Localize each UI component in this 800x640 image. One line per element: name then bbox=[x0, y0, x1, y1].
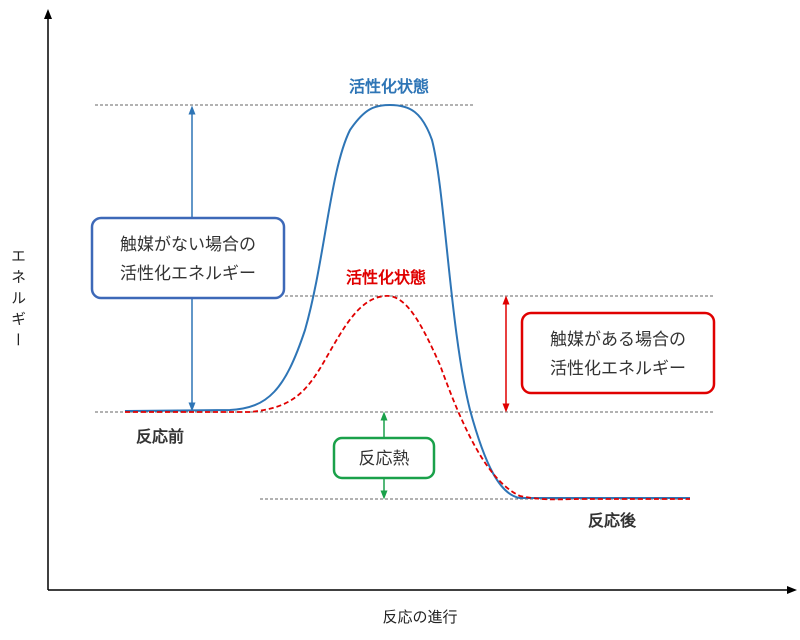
catalyzed-box-line2: 活性化エネルギー bbox=[550, 359, 686, 379]
uncatalyzed-energy-box bbox=[90, 216, 286, 300]
catalyzed-energy-box bbox=[520, 311, 716, 395]
catalyzed-box-line1: 触媒がある場合の bbox=[550, 330, 686, 350]
before-reaction-label: 反応前 bbox=[136, 427, 184, 446]
catalyzed-curve bbox=[125, 295, 690, 501]
x-axis-title: 反応の進行 bbox=[382, 608, 457, 626]
after-reaction-label: 反応後 bbox=[588, 511, 637, 530]
reaction-heat-box bbox=[332, 436, 436, 480]
y-axis-title: エネルギー bbox=[9, 248, 27, 353]
uncatalyzed-curve bbox=[124, 103, 690, 499]
reaction-heat-label: 反応熱 bbox=[359, 449, 410, 469]
uncatalyzed-box-line1: 触媒がない場合の bbox=[120, 235, 256, 255]
uncatalyzed-box-line2: 活性化エネルギー bbox=[120, 264, 256, 284]
activated-state-catalyzed-label: 活性化状態 bbox=[346, 268, 426, 287]
activated-state-uncatalyzed-label: 活性化状態 bbox=[349, 77, 429, 96]
